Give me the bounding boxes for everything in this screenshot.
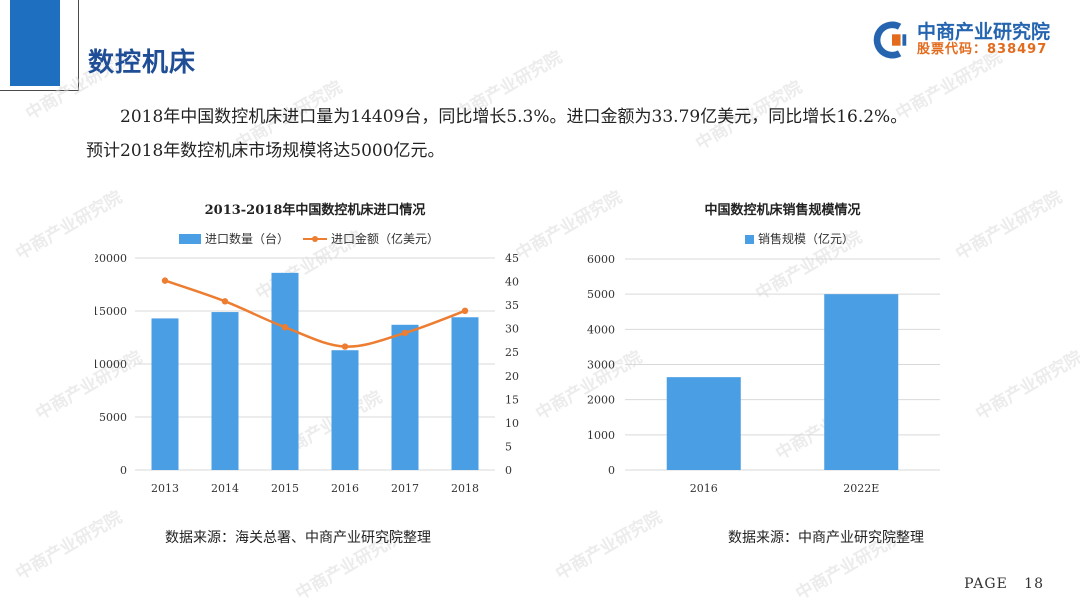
chart1-line-series — [164, 279, 466, 348]
chart2-bar — [824, 294, 899, 470]
chart1-y-tick-right: 5 — [505, 440, 512, 453]
brand-logo: 中商产业研究院 股票代码：838497 — [873, 18, 1050, 62]
chart1-x-tick: 2014 — [211, 482, 239, 495]
chart2-title: 中国数控机床销售规模情况 — [704, 202, 860, 218]
chart1-x-tick: 2018 — [451, 482, 479, 495]
chart1-y-tick-right: 45 — [505, 252, 519, 265]
chart2-y-tick: 0 — [608, 464, 615, 477]
chart1-bar — [451, 317, 479, 470]
watermark-text: 中商产业研究院 — [12, 507, 126, 585]
chart1-legend-line-label: 进口金额（亿美元） — [331, 231, 439, 246]
chart2-x-tick: 2016 — [690, 482, 718, 495]
chart1-y-tick-left: 20000 — [95, 252, 127, 265]
chart1-y-tick-right: 10 — [505, 417, 519, 430]
chart1-y-tick-right: 25 — [505, 346, 519, 359]
zhongshang-logo-icon — [873, 21, 907, 59]
chart1-bar — [211, 312, 239, 470]
intro-line-2: 预计2018年数控机床市场规模将达5000亿元。 — [86, 141, 445, 161]
chart1-source: 数据来源：海关总署、中商产业研究院整理 — [165, 530, 431, 546]
header-divider-vertical — [78, 0, 79, 90]
chart1-bar — [151, 318, 179, 470]
logo-stock-code: 股票代码：838497 — [916, 42, 1048, 58]
chart1-y-tick-left: 0 — [120, 464, 127, 477]
chart1-y-tick-right: 40 — [505, 276, 519, 289]
chart2-y-tick: 3000 — [587, 359, 615, 372]
chart1-bar — [391, 324, 419, 470]
logo-company-name: 中商产业研究院 — [916, 20, 1050, 43]
chart1-line-point — [221, 298, 229, 305]
page-number: PAGE 18 — [964, 576, 1044, 592]
chart2-y-tick: 6000 — [587, 253, 615, 266]
chart1-y-tick-left: 10000 — [95, 358, 127, 371]
chart2-y-tick: 1000 — [587, 429, 615, 442]
chart1-x-tick: 2013 — [151, 482, 179, 495]
chart2-legend-label: 销售规模（亿元） — [758, 231, 854, 246]
chart2-source: 数据来源：中商产业研究院整理 — [728, 530, 924, 546]
chart1-line-point — [161, 277, 169, 284]
page-number-value: 18 — [1024, 576, 1044, 592]
watermark-text: 中商产业研究院 — [552, 507, 666, 585]
chart1-y-tick-left: 5000 — [99, 411, 127, 424]
chart1-bar — [331, 350, 359, 470]
watermark-text: 中商产业研究院 — [972, 347, 1080, 425]
chart1-bar — [271, 272, 299, 470]
intro-line-1: 2018年中国数控机床进口量为14409台，同比增长5.3%。进口金额为33.7… — [120, 107, 908, 127]
chart1-y-tick-right: 30 — [505, 323, 519, 336]
chart1-line-point — [281, 324, 289, 331]
page-title: 数控机床 — [88, 48, 197, 78]
chart1-y-tick-left: 15000 — [95, 305, 127, 318]
chart1-y-tick-right: 35 — [505, 299, 519, 312]
chart1-line-point — [401, 329, 409, 337]
chart1-y-tick-right: 20 — [505, 370, 519, 383]
chart1-legend-line-marker — [312, 236, 318, 242]
chart1-y-tick-right: 15 — [505, 393, 519, 406]
chart1-x-tick: 2016 — [331, 482, 359, 495]
chart1-y-tick-right: 0 — [505, 464, 512, 477]
chart1-x-tick: 2015 — [271, 482, 299, 495]
chart1-legend-bar-swatch — [179, 234, 201, 244]
chart2-y-tick: 4000 — [587, 323, 615, 336]
intro-text: 2018年中国数控机床进口量为14409台，同比增长5.3%。进口金额为33.7… — [86, 100, 1046, 168]
chart1-x-tick: 2017 — [391, 482, 419, 495]
header-accent-bar — [10, 0, 60, 86]
chart1-line-point — [461, 307, 469, 315]
header-divider-horizontal — [0, 90, 79, 91]
chart1-title: 2013-2018年中国数控机床进口情况 — [205, 202, 426, 218]
chart2-y-tick: 5000 — [587, 288, 615, 301]
chart1-line-point — [341, 343, 349, 350]
page-label: PAGE — [964, 576, 1008, 592]
chart2-bar — [666, 377, 741, 470]
chart2-x-tick: 2022E — [843, 482, 879, 495]
chart1-legend-bar-label: 进口数量（台） — [205, 231, 289, 246]
chart2-y-tick: 2000 — [587, 394, 615, 407]
chart2-legend-swatch — [745, 235, 754, 244]
